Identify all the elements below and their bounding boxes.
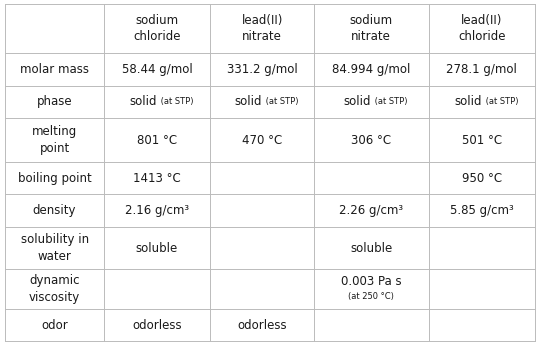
Text: 58.44 g/mol: 58.44 g/mol — [122, 63, 192, 76]
Text: 801 °C: 801 °C — [137, 134, 177, 147]
Text: dynamic
viscosity: dynamic viscosity — [29, 274, 80, 304]
Text: 278.1 g/mol: 278.1 g/mol — [447, 63, 517, 76]
Text: lead(II)
chloride: lead(II) chloride — [458, 14, 506, 43]
Text: solid: solid — [129, 95, 157, 108]
Text: 2.16 g/cm³: 2.16 g/cm³ — [125, 204, 189, 217]
Text: (at STP): (at STP) — [483, 97, 519, 107]
Text: odor: odor — [41, 319, 68, 332]
Text: 470 °C: 470 °C — [242, 134, 282, 147]
Text: density: density — [33, 204, 76, 217]
Text: lead(II)
nitrate: lead(II) nitrate — [241, 14, 283, 43]
Text: solid: solid — [454, 95, 482, 108]
Text: 2.26 g/cm³: 2.26 g/cm³ — [339, 204, 403, 217]
Text: 950 °C: 950 °C — [462, 172, 502, 185]
Text: boiling point: boiling point — [17, 172, 92, 185]
Text: phase: phase — [37, 95, 73, 108]
Text: solubility in
water: solubility in water — [21, 233, 88, 263]
Text: (at 250 °C): (at 250 °C) — [348, 292, 394, 301]
Text: 501 °C: 501 °C — [462, 134, 502, 147]
Text: (at STP): (at STP) — [263, 97, 299, 107]
Text: melting
point: melting point — [32, 125, 77, 155]
Text: odorless: odorless — [132, 319, 182, 332]
Text: (at STP): (at STP) — [372, 97, 408, 107]
Text: sodium
nitrate: sodium nitrate — [350, 14, 393, 43]
Text: solid: solid — [344, 95, 371, 108]
Text: odorless: odorless — [238, 319, 287, 332]
Text: 0.003 Pa s: 0.003 Pa s — [341, 275, 402, 288]
Text: 84.994 g/mol: 84.994 g/mol — [332, 63, 411, 76]
Text: (at STP): (at STP) — [158, 97, 194, 107]
Text: solid: solid — [235, 95, 262, 108]
Text: soluble: soluble — [350, 242, 393, 255]
Text: 5.85 g/cm³: 5.85 g/cm³ — [450, 204, 514, 217]
Text: 1413 °C: 1413 °C — [133, 172, 181, 185]
Text: soluble: soluble — [136, 242, 178, 255]
Text: 306 °C: 306 °C — [351, 134, 391, 147]
Text: 331.2 g/mol: 331.2 g/mol — [227, 63, 298, 76]
Text: molar mass: molar mass — [20, 63, 89, 76]
Text: sodium
chloride: sodium chloride — [133, 14, 181, 43]
